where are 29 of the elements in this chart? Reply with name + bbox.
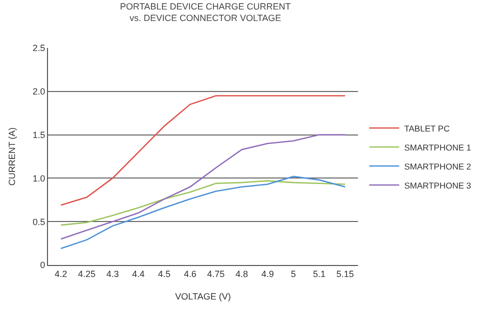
x-tick-label: 4.5 [158, 268, 171, 279]
y-tick-label: 1.0 [32, 173, 46, 184]
legend-label: SMARTPHONE 1 [404, 142, 472, 152]
x-tick-label: 5.15 [336, 268, 354, 279]
x-tick-label: 4.9 [261, 268, 274, 279]
x-tick-label: 5.1 [312, 268, 326, 279]
y-axis-title: CURRENT (A) [7, 127, 18, 186]
legend-label: SMARTPHONE 3 [404, 180, 472, 190]
x-tick-label: 4.6 [184, 268, 196, 279]
line-series [60, 176, 346, 250]
legend-label: TABLET PC [404, 123, 450, 134]
y-tick-label: 1.5 [32, 130, 46, 140]
line-series [60, 95, 346, 206]
line-series [60, 180, 346, 226]
x-tick-label: 5 [290, 268, 296, 279]
y-tick-label: 0.5 [32, 216, 46, 227]
x-tick-label: 4.75 [207, 268, 225, 279]
x-tick-label: 4.2 [54, 268, 68, 279]
line-series [60, 134, 346, 240]
x-tick-label: 4.4 [132, 268, 145, 279]
x-tick-label: 4.3 [106, 268, 119, 279]
chart-title: PORTABLE DEVICE CHARGE CURRENT vs. DEVICE CONNECTOR VOLTAGE [120, 1, 292, 24]
y-tick-label: 2.0 [32, 86, 46, 97]
x-tick-label: 4.8 [235, 268, 248, 279]
y-tick-label: 0 [40, 260, 46, 270]
legend-label: SMARTPHONE 2 [404, 161, 472, 172]
x-axis-title: VOLTAGE (V) [175, 292, 231, 302]
y-tick-label: 2.5 [32, 43, 46, 54]
x-tick-label: 4.25 [78, 268, 96, 279]
